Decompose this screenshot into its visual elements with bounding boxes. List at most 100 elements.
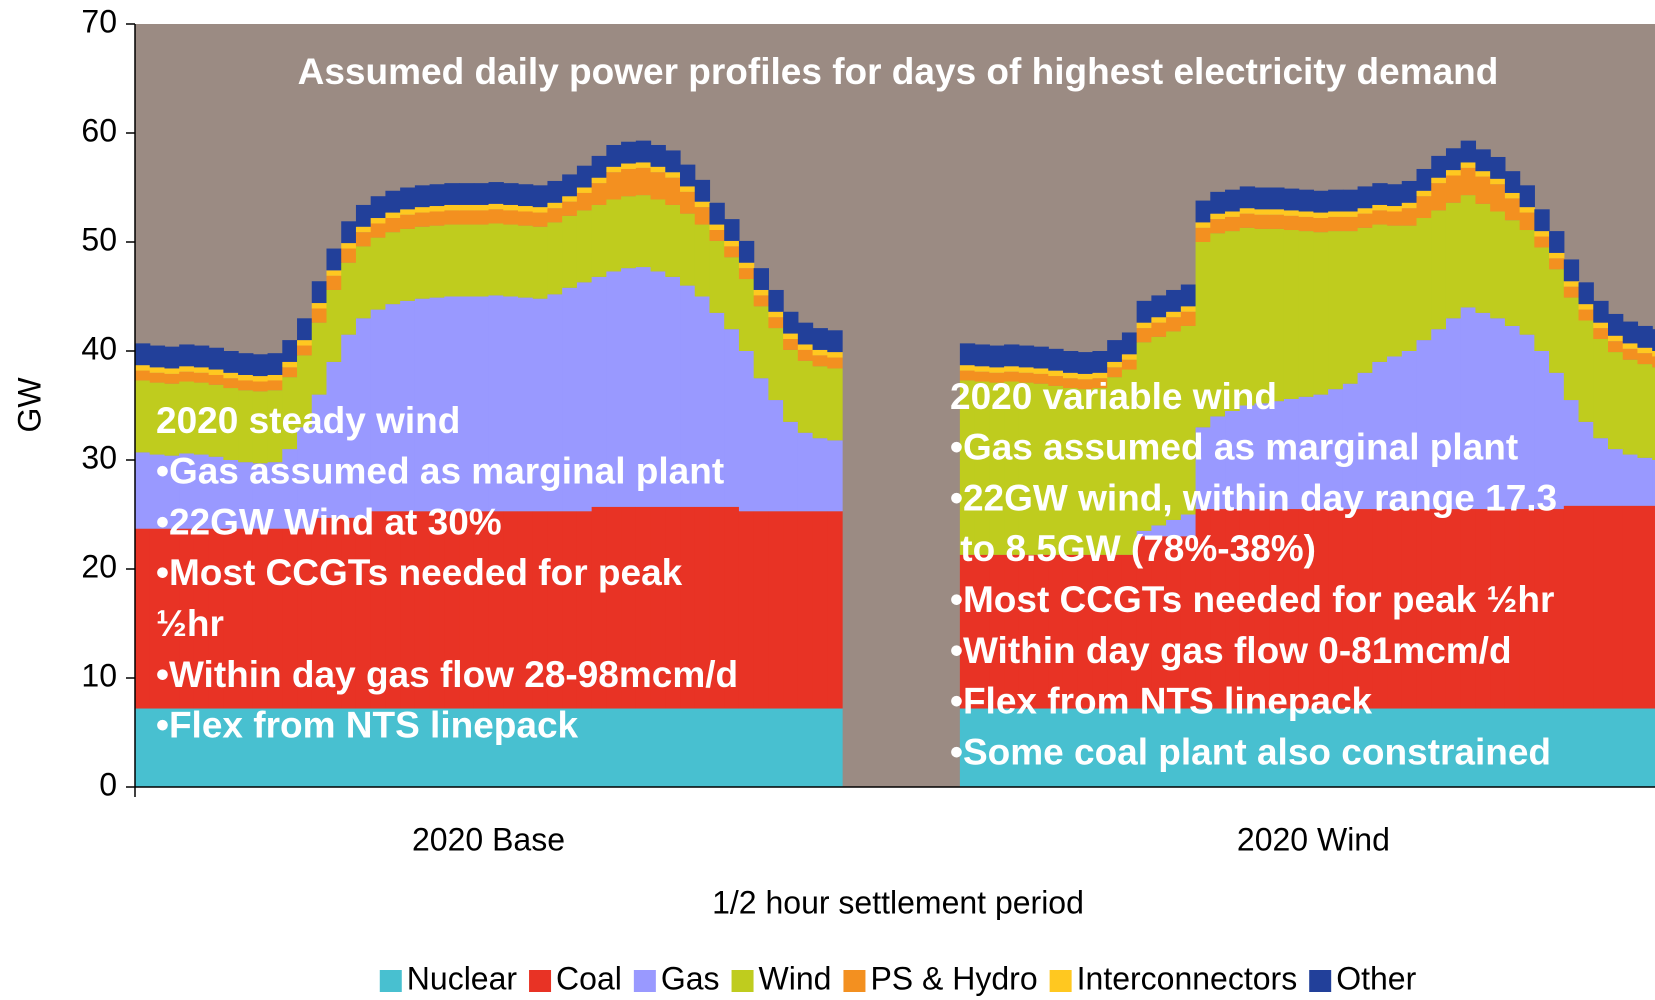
bar-segment	[1062, 388, 1079, 555]
bar-segment	[1445, 175, 1462, 203]
bar-segment	[1372, 509, 1388, 709]
bar-segment	[783, 311, 799, 334]
bar-segment	[621, 708, 637, 787]
bar-segment	[635, 267, 652, 507]
bar-segment	[326, 361, 342, 518]
bar-segment	[208, 369, 224, 375]
bar-segment	[341, 517, 357, 709]
bar-segment	[1475, 708, 1491, 787]
bar-segment	[1490, 178, 1506, 185]
bar-segment	[1254, 209, 1270, 215]
bar-segment	[459, 708, 475, 787]
bar-segment	[370, 511, 387, 709]
bar-segment	[1519, 230, 1535, 335]
bar-segment	[591, 204, 607, 277]
bar-segment	[1608, 352, 1624, 450]
bar-segment	[1445, 509, 1462, 709]
bar-segment	[503, 204, 519, 211]
bar-segment	[1372, 210, 1388, 225]
bar-segment	[709, 202, 725, 225]
bar-segment	[208, 456, 224, 529]
bar-segment	[1593, 322, 1609, 329]
bar-segment	[297, 340, 313, 346]
bar-segment	[1593, 339, 1609, 439]
bar-segment	[827, 352, 843, 358]
bar-segment	[989, 382, 1005, 555]
bar-segment	[164, 373, 180, 384]
bar-segment	[208, 708, 224, 787]
bar-segment	[1387, 509, 1403, 709]
bar-segment	[1018, 554, 1035, 709]
bar-segment	[1608, 335, 1624, 342]
bar-segment	[1504, 171, 1521, 193]
bar-segment	[1180, 536, 1197, 709]
bar-segment	[311, 308, 328, 323]
bar-segment	[812, 708, 828, 787]
bar-segment	[1180, 514, 1197, 537]
bar-segment	[812, 511, 828, 709]
bar-segment	[488, 182, 504, 204]
bar-segment	[400, 209, 416, 215]
bar-segment	[208, 384, 224, 457]
bar-segment	[621, 168, 637, 197]
bar-segment	[1342, 211, 1359, 217]
bar-segment	[1387, 356, 1403, 510]
y-axis-label: GW	[11, 377, 47, 433]
bar-segment	[1637, 457, 1653, 506]
bar-segment	[635, 506, 652, 709]
bar-segment	[311, 281, 328, 304]
bar-segment	[709, 230, 725, 241]
bar-segment	[1254, 214, 1270, 229]
bar-segment	[1225, 216, 1241, 232]
bar-segment	[1180, 311, 1197, 326]
bar-segment	[517, 184, 534, 207]
bar-segment	[297, 427, 313, 529]
bar-segment	[473, 204, 490, 211]
bar-segment	[665, 276, 681, 507]
bar-segment	[1608, 449, 1624, 506]
bar-segment	[1608, 708, 1624, 787]
bar-segment	[1283, 188, 1300, 211]
bar-segment	[1622, 708, 1639, 787]
bar-segment	[1652, 367, 1655, 460]
bar-segment	[635, 162, 652, 168]
bar-segment	[385, 218, 401, 233]
bar-segment	[1283, 509, 1300, 709]
bar-segment	[1269, 214, 1285, 229]
legend-swatch	[843, 970, 866, 992]
bar-segment	[783, 708, 799, 787]
bar-segment	[267, 380, 283, 391]
bar-segment	[1637, 347, 1653, 354]
bar-segment	[400, 214, 416, 229]
bar-segment	[665, 177, 681, 205]
bar-segment	[532, 708, 549, 787]
bar-segment	[1445, 170, 1462, 176]
bar-segment	[547, 202, 563, 209]
bar-segment	[1416, 196, 1432, 219]
legend: Nuclear Coal Gas Wind PS & Hydro Interconnect…	[379, 960, 1417, 996]
bar-segment	[576, 187, 593, 193]
bar-segment	[576, 282, 593, 512]
bar-segment	[1313, 708, 1329, 787]
bar-segment	[252, 391, 269, 464]
bar-segment	[1180, 325, 1197, 515]
bar-segment	[738, 511, 755, 709]
bar-segment	[724, 246, 740, 258]
bar-segment	[1372, 224, 1388, 362]
bar-segment	[724, 219, 740, 241]
bar-segment	[1401, 708, 1418, 787]
bar-segment	[355, 318, 372, 518]
bar-segment	[1254, 228, 1270, 404]
bar-segment	[1062, 708, 1079, 787]
legend-label: PS & Hydro	[870, 960, 1037, 996]
bar-segment	[827, 511, 843, 709]
bar-segment	[517, 511, 534, 709]
bar-segment	[1593, 505, 1609, 709]
bar-segment	[724, 506, 740, 709]
bar-segment	[1166, 519, 1182, 537]
legend-label: Gas	[661, 960, 720, 996]
bar-segment	[665, 506, 681, 709]
bar-segment	[1004, 554, 1020, 709]
bar-segment	[414, 207, 431, 213]
bar-segment	[989, 367, 1005, 373]
